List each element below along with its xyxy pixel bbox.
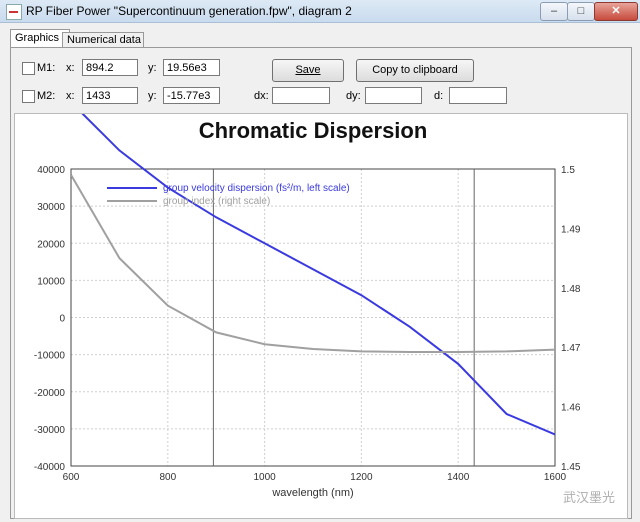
y-right-tick-label: 1.45	[561, 462, 581, 473]
m1-y-field[interactable]: 19.56e3	[163, 59, 220, 76]
m1-checkbox[interactable]	[22, 62, 35, 75]
m1-x-field[interactable]: 894.2	[82, 59, 138, 76]
dy-field[interactable]	[365, 87, 422, 104]
dx-label: dx:	[254, 90, 269, 102]
dx-field[interactable]	[272, 87, 330, 104]
y-right-tick-label: 1.5	[561, 165, 575, 176]
plot-frame	[70, 168, 556, 467]
y-left-tick-label: 10000	[37, 276, 65, 287]
chart-area[interactable]: 600 800 1000 1200 1400 1600 40000 30000 20000 100…	[14, 113, 628, 519]
title-bar: RP Fiber Power "Supercontinuum generatio…	[0, 0, 640, 23]
dispersion-chart: 600 800 1000 1200 1400 1600 40000 30000 20000 100…	[34, 114, 615, 505]
y-left-tick-label: -40000	[34, 462, 66, 473]
x-tick-label: 1600	[544, 472, 567, 483]
y-left-tick-label: -10000	[34, 351, 66, 362]
m1-label: M1:	[37, 62, 56, 74]
y-right-tick-label: 1.46	[561, 403, 581, 414]
m2-x-label: x:	[66, 90, 75, 102]
tab-numerical-data[interactable]: Numerical data	[62, 32, 144, 47]
m2-checkbox[interactable]	[22, 90, 35, 103]
d-field[interactable]	[449, 87, 507, 104]
y-left-tick-label: -20000	[34, 388, 66, 399]
window-title: RP Fiber Power "Supercontinuum generatio…	[26, 4, 352, 18]
chart-title: Chromatic Dispersion	[199, 118, 428, 143]
watermark: 武汉墨光	[563, 490, 615, 505]
m2-y-label: y:	[148, 90, 157, 102]
d-label: d:	[434, 90, 444, 102]
legend-entry: group velocity dispersion (fs²/m, left s…	[163, 183, 350, 194]
y-right-tick-label: 1.49	[561, 224, 581, 235]
dy-label: dy:	[346, 90, 361, 102]
x-tick-label: 1000	[253, 472, 276, 483]
series-line-gvd	[81, 114, 555, 436]
app-icon	[6, 4, 22, 20]
save-button[interactable]: Save	[272, 59, 344, 82]
y-right-tick-label: 1.47	[561, 343, 581, 354]
save-button-label: Save	[295, 64, 321, 76]
m2-y-field[interactable]: -15.77e3	[163, 87, 220, 104]
y-left-tick-label: 40000	[37, 165, 65, 176]
copy-to-clipboard-button[interactable]: Copy to clipboard	[356, 59, 474, 82]
x-tick-label: 800	[159, 472, 176, 483]
x-tick-label: 600	[63, 472, 80, 483]
minimize-button[interactable]: –	[540, 2, 568, 21]
x-tick-label: 1200	[350, 472, 373, 483]
x-tick-label: 1400	[447, 472, 470, 483]
close-button[interactable]: ✕	[594, 2, 638, 21]
y-left-tick-label: 20000	[37, 239, 65, 250]
m1-y-label: y:	[148, 62, 157, 74]
series-line-group-index	[71, 174, 555, 353]
m1-x-label: x:	[66, 62, 75, 74]
maximize-button[interactable]: □	[567, 2, 595, 21]
tab-graphics[interactable]: Graphics	[10, 29, 70, 48]
y-right-tick-label: 1.48	[561, 284, 581, 295]
x-axis-label: wavelength (nm)	[271, 487, 353, 499]
m2-label: M2:	[37, 90, 56, 102]
legend-entry: group index (right scale)	[163, 196, 270, 207]
m2-x-field[interactable]: 1433	[82, 87, 138, 104]
y-left-tick-label: 30000	[37, 202, 65, 213]
y-left-tick-label: 0	[59, 314, 65, 325]
y-left-tick-label: -30000	[34, 425, 66, 436]
